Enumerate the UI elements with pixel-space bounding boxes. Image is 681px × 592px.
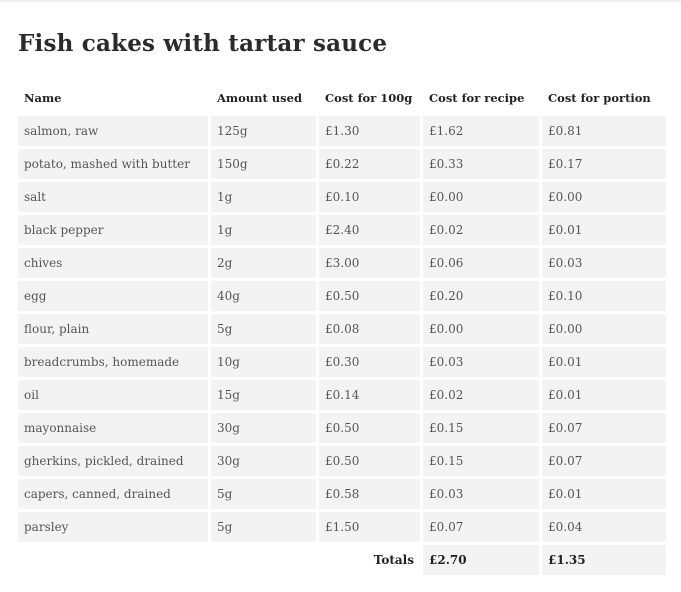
amount-used: 125g (211, 116, 316, 146)
cost-for-portion: £0.04 (542, 512, 666, 542)
ingredient-name: potato, mashed with butter (18, 149, 208, 179)
ingredient-name: chives (18, 248, 208, 278)
amount-used: 15g (211, 380, 316, 410)
cost-per-100g: £0.50 (319, 413, 420, 443)
amount-used: 2g (211, 248, 316, 278)
cost-for-recipe: £0.03 (423, 479, 539, 509)
cost-for-recipe: £0.00 (423, 182, 539, 212)
ingredient-name: black pepper (18, 215, 208, 245)
amount-used: 150g (211, 149, 316, 179)
table-row: breadcrumbs, homemade 10g £0.30 £0.03 £0.01 (18, 347, 666, 377)
table-row: egg 40g £0.50 £0.20 £0.10 (18, 281, 666, 311)
cost-for-recipe: £0.02 (423, 380, 539, 410)
cost-per-100g: £0.14 (319, 380, 420, 410)
cost-for-recipe: £0.15 (423, 446, 539, 476)
cost-per-100g: £1.50 (319, 512, 420, 542)
table-row: salmon, raw 125g £1.30 £1.62 £0.81 (18, 116, 666, 146)
cost-for-portion: £0.00 (542, 182, 666, 212)
cost-for-portion: £0.07 (542, 413, 666, 443)
ingredient-name: gherkins, pickled, drained (18, 446, 208, 476)
cost-for-recipe: £0.07 (423, 512, 539, 542)
table-row: black pepper 1g £2.40 £0.02 £0.01 (18, 215, 666, 245)
cost-per-100g: £1.30 (319, 116, 420, 146)
table-row: gherkins, pickled, drained 30g £0.50 £0.15 £… (18, 446, 666, 476)
cost-for-recipe: £0.00 (423, 314, 539, 344)
totals-row: Totals £2.70 £1.35 (18, 545, 666, 575)
table-row: flour, plain 5g £0.08 £0.00 £0.00 (18, 314, 666, 344)
cost-for-recipe: £0.06 (423, 248, 539, 278)
amount-used: 40g (211, 281, 316, 311)
cost-table: Name Amount used Cost for 100g Cost for … (15, 80, 669, 578)
cost-per-100g: £3.00 (319, 248, 420, 278)
top-border (0, 0, 681, 2)
cost-for-portion: £0.01 (542, 215, 666, 245)
cost-for-recipe: £0.20 (423, 281, 539, 311)
ingredient-name: flour, plain (18, 314, 208, 344)
cost-per-100g: £2.40 (319, 215, 420, 245)
table-row: mayonnaise 30g £0.50 £0.15 £0.07 (18, 413, 666, 443)
cost-per-100g: £0.30 (319, 347, 420, 377)
cost-for-portion: £0.01 (542, 380, 666, 410)
ingredient-name: capers, canned, drained (18, 479, 208, 509)
cost-for-recipe: £0.02 (423, 215, 539, 245)
table-row: salt 1g £0.10 £0.00 £0.00 (18, 182, 666, 212)
cost-per-100g: £0.10 (319, 182, 420, 212)
total-cost-recipe: £2.70 (423, 545, 539, 575)
ingredient-name: salt (18, 182, 208, 212)
cost-per-100g: £0.50 (319, 446, 420, 476)
cost-for-portion: £0.07 (542, 446, 666, 476)
totals-spacer (211, 545, 316, 575)
amount-used: 5g (211, 512, 316, 542)
totals-spacer (18, 545, 208, 575)
table-row: parsley 5g £1.50 £0.07 £0.04 (18, 512, 666, 542)
column-header-cost-portion: Cost for portion (548, 91, 651, 105)
cost-for-portion: £0.81 (542, 116, 666, 146)
table-row: oil 15g £0.14 £0.02 £0.01 (18, 380, 666, 410)
cost-for-recipe: £0.03 (423, 347, 539, 377)
ingredient-name: salmon, raw (18, 116, 208, 146)
amount-used: 1g (211, 215, 316, 245)
cost-for-recipe: £0.15 (423, 413, 539, 443)
cost-for-portion: £0.17 (542, 149, 666, 179)
amount-used: 5g (211, 314, 316, 344)
cost-for-portion: £0.00 (542, 314, 666, 344)
totals-label: Totals (373, 553, 414, 567)
header-row: Name Amount used Cost for 100g Cost for … (18, 83, 666, 113)
amount-used: 5g (211, 479, 316, 509)
ingredient-name: mayonnaise (18, 413, 208, 443)
table-row: potato, mashed with butter 150g £0.22 £0.33… (18, 149, 666, 179)
cost-for-portion: £0.01 (542, 479, 666, 509)
cost-per-100g: £0.50 (319, 281, 420, 311)
cost-for-portion: £0.03 (542, 248, 666, 278)
ingredient-name: breadcrumbs, homemade (18, 347, 208, 377)
cost-for-portion: £0.10 (542, 281, 666, 311)
cost-for-recipe: £0.33 (423, 149, 539, 179)
page-title: Fish cakes with tartar sauce (18, 30, 388, 57)
amount-used: 1g (211, 182, 316, 212)
column-header-name: Name (24, 91, 62, 105)
column-header-cost-100g: Cost for 100g (325, 91, 413, 105)
ingredient-name: oil (18, 380, 208, 410)
table-row: capers, canned, drained 5g £0.58 £0.03 £0.01 (18, 479, 666, 509)
amount-used: 30g (211, 446, 316, 476)
amount-used: 30g (211, 413, 316, 443)
column-header-cost-recipe: Cost for recipe (429, 91, 525, 105)
amount-used: 10g (211, 347, 316, 377)
column-header-amount: Amount used (217, 91, 302, 105)
cost-per-100g: £0.08 (319, 314, 420, 344)
ingredient-name: egg (18, 281, 208, 311)
cost-for-recipe: £1.62 (423, 116, 539, 146)
cost-for-portion: £0.01 (542, 347, 666, 377)
cost-per-100g: £0.22 (319, 149, 420, 179)
total-cost-portion: £1.35 (542, 545, 666, 575)
table-row: chives 2g £3.00 £0.06 £0.03 (18, 248, 666, 278)
ingredient-name: parsley (18, 512, 208, 542)
cost-per-100g: £0.58 (319, 479, 420, 509)
